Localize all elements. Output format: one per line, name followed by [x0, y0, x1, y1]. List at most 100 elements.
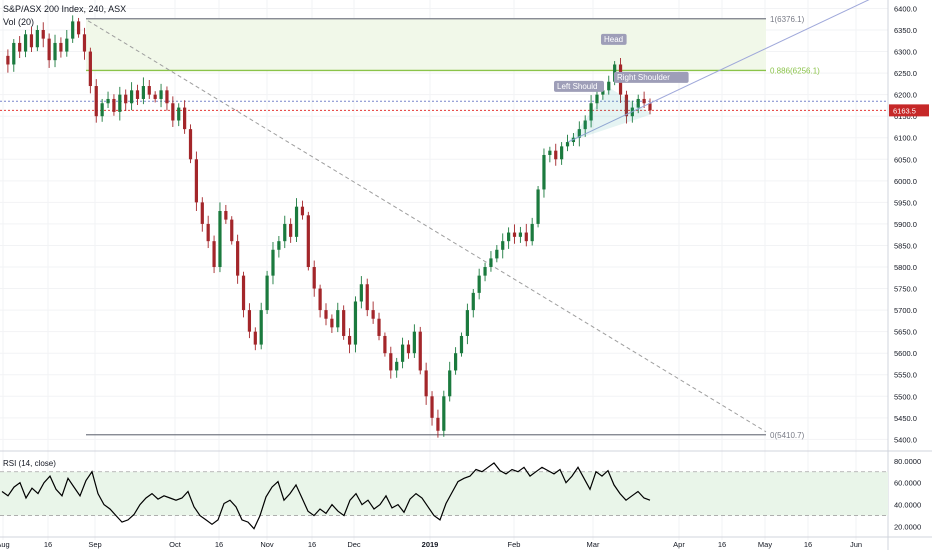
candle-body	[359, 284, 363, 302]
pattern-triangle	[568, 88, 652, 143]
candle-body	[542, 154, 546, 190]
candle-body	[324, 310, 328, 319]
candle-body	[194, 159, 199, 203]
candle-body	[76, 21, 81, 35]
candle-body	[100, 103, 104, 117]
head-label-bg	[601, 33, 627, 45]
candle-body	[141, 86, 145, 99]
candle-body	[353, 301, 358, 345]
candle-body	[518, 232, 523, 237]
price-tick-label: 5700.0	[894, 306, 917, 315]
candle-body	[183, 107, 187, 130]
candle-body	[171, 103, 175, 121]
candle-body	[489, 258, 493, 268]
candle-body	[289, 223, 293, 237]
fib-label-0886: 0.886(6256.1)	[770, 66, 820, 75]
candle-body	[347, 335, 352, 345]
time-tick-label: Dec	[347, 540, 361, 549]
candle-body	[642, 98, 646, 104]
candle-body	[47, 38, 51, 61]
candle-body	[648, 103, 652, 111]
price-tick-label: 5600.0	[894, 349, 917, 358]
candle-body	[560, 146, 564, 160]
price-tick-label: 6300.0	[894, 48, 917, 57]
candle-body	[177, 107, 181, 121]
candle-body	[253, 331, 257, 345]
time-tick-label: Jun	[850, 540, 862, 549]
candle-body	[218, 210, 222, 268]
candle-body	[495, 249, 499, 259]
candle-body	[212, 241, 216, 268]
candle-body	[23, 34, 28, 52]
candle-body	[206, 223, 210, 242]
candle-body	[129, 90, 134, 104]
candle-body	[71, 21, 75, 39]
candle-body	[400, 344, 405, 362]
current-price-tag	[889, 104, 929, 117]
candle-body	[536, 189, 540, 224]
candle-body	[259, 310, 263, 345]
price-tick-label: 5550.0	[894, 371, 917, 380]
candle-body	[312, 267, 316, 289]
candle-body	[577, 129, 581, 138]
candle-body	[188, 129, 193, 160]
chart-title: S&P/ASX 200 Index, 240, ASX	[3, 4, 127, 14]
candles-layer	[6, 15, 652, 438]
fib-label-1: 1(6376.1)	[770, 15, 805, 24]
candle-body	[624, 94, 629, 117]
candle-body	[29, 34, 34, 48]
candle-body	[112, 98, 116, 112]
price-tick-label: 5900.0	[894, 220, 917, 229]
price-tick-label: 6150.0	[894, 112, 917, 121]
grid-layer	[0, 0, 888, 540]
candle-body	[124, 94, 128, 104]
candle-body	[418, 331, 422, 371]
price-tick-label: 6350.0	[894, 26, 917, 35]
candle-body	[12, 42, 16, 65]
candle-body	[300, 206, 305, 216]
candle-body	[159, 90, 163, 99]
candle-body	[330, 318, 334, 328]
price-tick-label: 6100.0	[894, 134, 917, 143]
candle-body	[118, 94, 122, 112]
candle-body	[377, 318, 381, 336]
rsi-tick-label: 60.0000	[894, 479, 921, 488]
volume-indicator-label[interactable]: Vol (20)	[3, 17, 35, 27]
time-tick-label: Nov	[260, 540, 274, 549]
candle-body	[636, 98, 640, 108]
price-tick-label: 5400.0	[894, 435, 917, 444]
rsi-pane: 80.0000 60.0000 40.0000 20.0000	[0, 450, 932, 532]
time-tick-label: 16	[718, 540, 726, 549]
candle-body	[59, 42, 63, 52]
candle-body	[548, 150, 552, 155]
candle-body	[389, 353, 393, 371]
candle-body	[236, 241, 240, 276]
right-shoulder-label-bg	[614, 71, 689, 83]
time-tick-label: 2019	[422, 540, 439, 549]
candle-body	[565, 142, 570, 147]
candle-body	[459, 335, 464, 354]
fib-band	[86, 18, 766, 71]
candle-body	[442, 396, 446, 431]
time-tick-label: Mar	[587, 540, 600, 549]
candle-body	[395, 361, 399, 371]
current-price-label: 6163.5	[893, 106, 916, 115]
price-tick-label: 5750.0	[894, 285, 917, 294]
candle-body	[583, 120, 587, 130]
head-label: Head	[604, 35, 623, 44]
time-axis: Aug 16 Sep Oct 16 Nov 16 Dec 2019 Feb Mar Apr 16 May 1…	[0, 536, 932, 549]
rsi-tick-label: 40.0000	[894, 501, 921, 510]
candle-body	[294, 206, 299, 237]
candle-body	[6, 55, 10, 65]
rsi-line	[1, 462, 651, 530]
price-axis: 6400.0 6350.0 6300.0 6250.0 6200.0 6150.0 6100…	[887, 0, 929, 550]
candle-body	[106, 98, 110, 104]
candle-body	[412, 331, 416, 354]
rsi-label[interactable]: RSI (14, close)	[3, 459, 56, 468]
price-tick-label: 6200.0	[894, 91, 917, 100]
candle-body	[18, 42, 22, 52]
candle-body	[453, 353, 458, 371]
candle-body	[147, 86, 151, 95]
candle-body	[595, 94, 599, 104]
candle-body	[241, 275, 246, 311]
